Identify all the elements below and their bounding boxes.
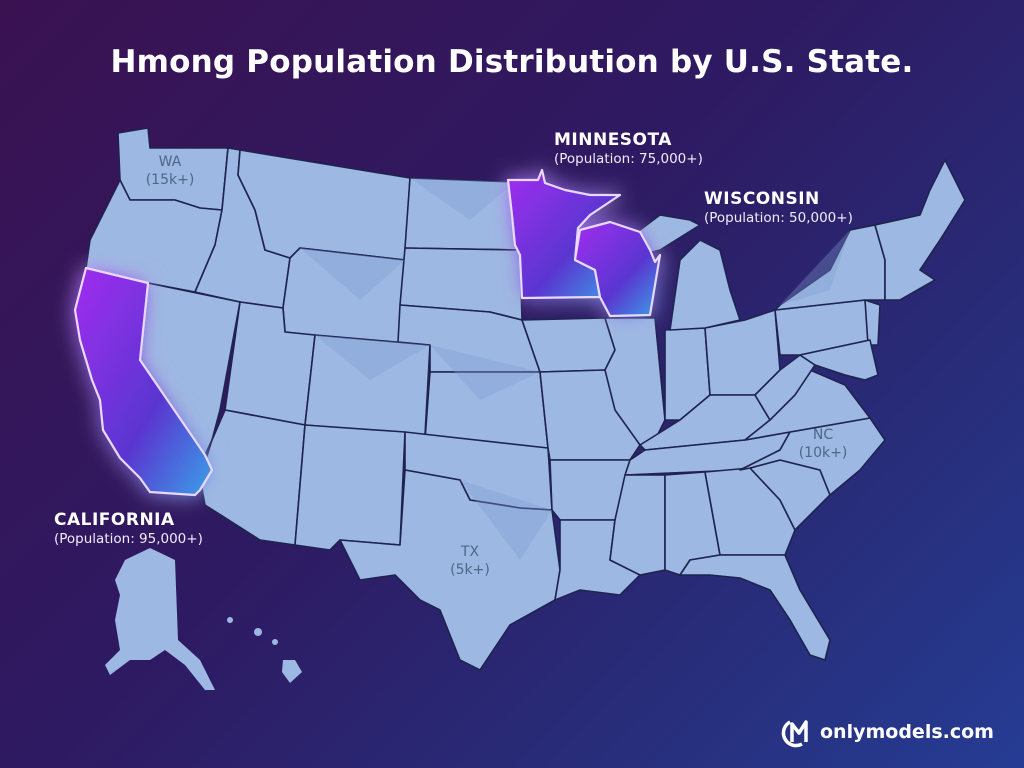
state-new-jersey (864, 299, 881, 346)
state-michigan (669, 239, 741, 331)
state-alaska (105, 548, 215, 690)
state-hawaii (227, 617, 302, 683)
states-group (85, 127, 966, 671)
om-logo-icon (781, 720, 808, 748)
state-new-mexico (294, 424, 406, 551)
label-nc: NC (10k+) (797, 426, 849, 462)
callout-california: CALIFORNIA (Population: 95,000+) (54, 510, 203, 548)
label-state: TX (460, 544, 480, 560)
state-california-highlight (73, 266, 214, 497)
state-new-england (874, 159, 966, 301)
brand-text: onlymodels.com (820, 721, 994, 743)
callout-minnesota: MINNESOTA (Population: 75,000+) (554, 130, 703, 168)
state-maryland-delaware (799, 339, 879, 381)
label-value: (15k+) (145, 172, 195, 188)
highlighted-states (73, 168, 662, 497)
state-montana (237, 149, 411, 261)
callout-population: (Population: 50,000+) (704, 210, 853, 226)
state-florida (679, 554, 831, 661)
callout-name: WISCONSIN (704, 189, 820, 209)
callout-name: MINNESOTA (554, 130, 672, 150)
map-title: Hmong Population Distribution by U.S. St… (110, 44, 914, 80)
state-arizona (199, 409, 306, 546)
callout-wisconsin: WISCONSIN (Population: 50,000+) (704, 189, 853, 227)
state-minnesota-highlight (506, 168, 622, 300)
label-value: (5k+) (450, 562, 490, 578)
label-state: NC (812, 427, 834, 443)
callout-population: (Population: 95,000+) (54, 531, 203, 547)
state-north-carolina (739, 417, 886, 496)
facet-shading (300, 178, 850, 560)
label-wa: WA (15k+) (145, 153, 195, 189)
callout-name: CALIFORNIA (54, 510, 175, 530)
callout-population: (Population: 75,000+) (554, 151, 703, 167)
label-state: WA (158, 154, 182, 170)
brand-watermark: onlymodels.com (780, 716, 994, 748)
label-tx: TX (5k+) (447, 543, 493, 579)
state-texas (339, 469, 561, 671)
label-value: (10k+) (798, 445, 848, 461)
state-wisconsin-highlight (573, 220, 662, 318)
